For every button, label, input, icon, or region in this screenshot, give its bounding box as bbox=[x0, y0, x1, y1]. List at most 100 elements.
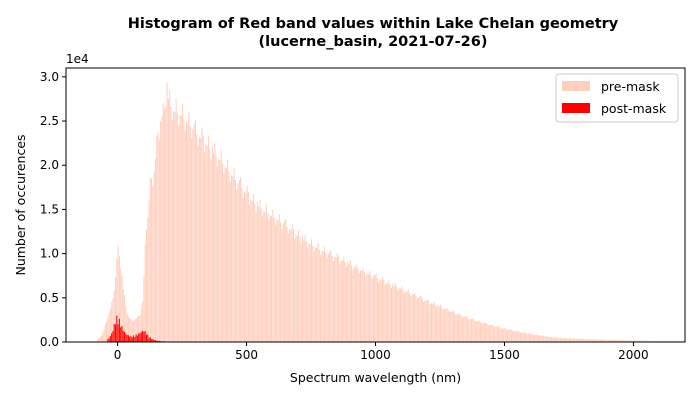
pre-mask-bar-305 bbox=[490, 325, 491, 342]
pre-mask-bar-269 bbox=[444, 309, 445, 343]
pre-mask-bar-237 bbox=[403, 290, 404, 342]
pre-mask-bar-349 bbox=[547, 336, 548, 342]
pre-mask-bar-126 bbox=[259, 200, 260, 342]
pre-mask-bar-173 bbox=[320, 255, 321, 342]
pre-mask-bar-208 bbox=[365, 276, 366, 342]
pre-mask-bar-328 bbox=[520, 333, 521, 342]
pre-mask-bar-186 bbox=[337, 253, 338, 342]
pre-mask-bar-109 bbox=[238, 183, 239, 342]
pre-mask-bar-129 bbox=[263, 211, 264, 342]
pre-mask-bar-163 bbox=[307, 248, 308, 342]
pre-mask-bar-145 bbox=[284, 221, 285, 342]
pre-mask-bar-42 bbox=[151, 178, 152, 342]
pre-mask-bar-9 bbox=[109, 313, 110, 342]
pre-mask-bar-278 bbox=[455, 315, 456, 342]
pre-mask-bar-73 bbox=[191, 138, 192, 342]
post-mask-bar-8 bbox=[118, 324, 119, 342]
pre-mask-bar-153 bbox=[294, 239, 295, 342]
pre-mask-bar-262 bbox=[435, 305, 436, 342]
pre-mask-bar-303 bbox=[488, 325, 489, 342]
pre-mask-bar-191 bbox=[343, 257, 344, 342]
pre-mask-bar-312 bbox=[499, 328, 500, 343]
pre-mask-bar-346 bbox=[543, 336, 544, 342]
pre-mask-bar-143 bbox=[281, 229, 282, 342]
pre-mask-bar-119 bbox=[250, 200, 251, 342]
pre-mask-bar-116 bbox=[247, 186, 248, 342]
pre-mask-bar-121 bbox=[253, 194, 254, 342]
pre-mask-bar-238 bbox=[404, 293, 405, 342]
pre-mask-bar-64 bbox=[179, 115, 180, 342]
pre-mask-bar-178 bbox=[327, 258, 328, 342]
pre-mask-bar-236 bbox=[401, 286, 402, 342]
pre-mask-bar-110 bbox=[239, 180, 240, 342]
pre-mask-bar-315 bbox=[503, 329, 504, 342]
pre-mask-bar-246 bbox=[414, 293, 415, 342]
pre-mask-bar-197 bbox=[351, 265, 352, 342]
pre-mask-bar-239 bbox=[405, 291, 406, 342]
pre-mask-bar-259 bbox=[431, 303, 432, 342]
pre-mask-bar-313 bbox=[501, 329, 502, 342]
post-mask-bar-14 bbox=[125, 334, 126, 342]
pre-mask-bar-65 bbox=[181, 116, 182, 342]
pre-mask-bar-170 bbox=[316, 248, 317, 342]
pre-mask-bar-198 bbox=[352, 270, 353, 342]
pre-mask-bar-50 bbox=[161, 117, 162, 342]
pre-mask-bar-72 bbox=[190, 126, 191, 342]
post-mask-bar-18 bbox=[130, 336, 131, 342]
pre-mask-bar-331 bbox=[524, 332, 525, 342]
pre-mask-bar-130 bbox=[265, 212, 266, 342]
pre-mask-bar-144 bbox=[283, 224, 284, 342]
pre-mask-bar-235 bbox=[400, 289, 401, 342]
pre-mask-bar-314 bbox=[502, 328, 503, 342]
pre-mask-bar-135 bbox=[271, 216, 272, 342]
pre-mask-bar-131 bbox=[266, 205, 267, 342]
post-mask-bar-2 bbox=[110, 336, 111, 342]
y-tick-label-3: 1.5 bbox=[40, 202, 59, 216]
pre-mask-bar-210 bbox=[368, 274, 369, 342]
pre-mask-bar-267 bbox=[441, 307, 442, 342]
pre-mask-bar-337 bbox=[532, 334, 533, 342]
y-tick-label-2: 1.0 bbox=[40, 247, 59, 261]
post-mask-bar-7 bbox=[116, 316, 117, 342]
pre-mask-bar-52 bbox=[164, 109, 165, 342]
pre-mask-bar-90 bbox=[213, 153, 214, 342]
pre-mask-bar-294 bbox=[476, 321, 477, 342]
pre-mask-bar-299 bbox=[483, 322, 484, 342]
pre-mask-bar-107 bbox=[235, 180, 236, 342]
pre-mask-bar-125 bbox=[258, 207, 259, 342]
pre-mask-bar-5 bbox=[103, 329, 104, 342]
pre-mask-bar-56 bbox=[169, 90, 170, 342]
pre-mask-bar-304 bbox=[489, 325, 490, 342]
pre-mask-bar-48 bbox=[159, 140, 160, 342]
pre-mask-bar-324 bbox=[515, 331, 516, 342]
pre-mask-bar-286 bbox=[466, 316, 467, 342]
pre-mask-bar-348 bbox=[546, 337, 547, 342]
pre-mask-bar-275 bbox=[452, 312, 453, 342]
pre-mask-bar-204 bbox=[360, 270, 361, 342]
pre-mask-bar-280 bbox=[458, 314, 459, 342]
pre-mask-bar-231 bbox=[395, 283, 396, 342]
pre-mask-bar-154 bbox=[296, 234, 297, 342]
x-tick-label-4: 2000 bbox=[618, 348, 649, 362]
pre-mask-bar-201 bbox=[356, 264, 357, 342]
pre-mask-bar-99 bbox=[225, 167, 226, 342]
pre-mask-bar-189 bbox=[341, 260, 342, 342]
y-offset-text: 1e4 bbox=[66, 52, 89, 66]
pre-mask-bar-68 bbox=[185, 131, 186, 342]
pre-mask-bar-91 bbox=[214, 143, 215, 342]
pre-mask-bar-277 bbox=[454, 313, 455, 342]
pre-mask-bar-368 bbox=[572, 339, 573, 342]
post-mask-bar-11 bbox=[121, 326, 122, 342]
pre-mask-bar-37 bbox=[145, 245, 146, 342]
pre-mask-bar-345 bbox=[542, 336, 543, 342]
pre-mask-bar-83 bbox=[204, 153, 205, 342]
pre-mask-bar-158 bbox=[301, 243, 302, 342]
pre-mask-bar-118 bbox=[249, 205, 250, 342]
pre-mask-bar-140 bbox=[277, 220, 278, 342]
pre-mask-bar-1 bbox=[98, 338, 99, 342]
pre-mask-bar-371 bbox=[575, 338, 576, 342]
pre-mask-bar-87 bbox=[209, 149, 210, 342]
pre-mask-bar-43 bbox=[152, 187, 153, 342]
pre-mask-bar-55 bbox=[168, 99, 169, 342]
